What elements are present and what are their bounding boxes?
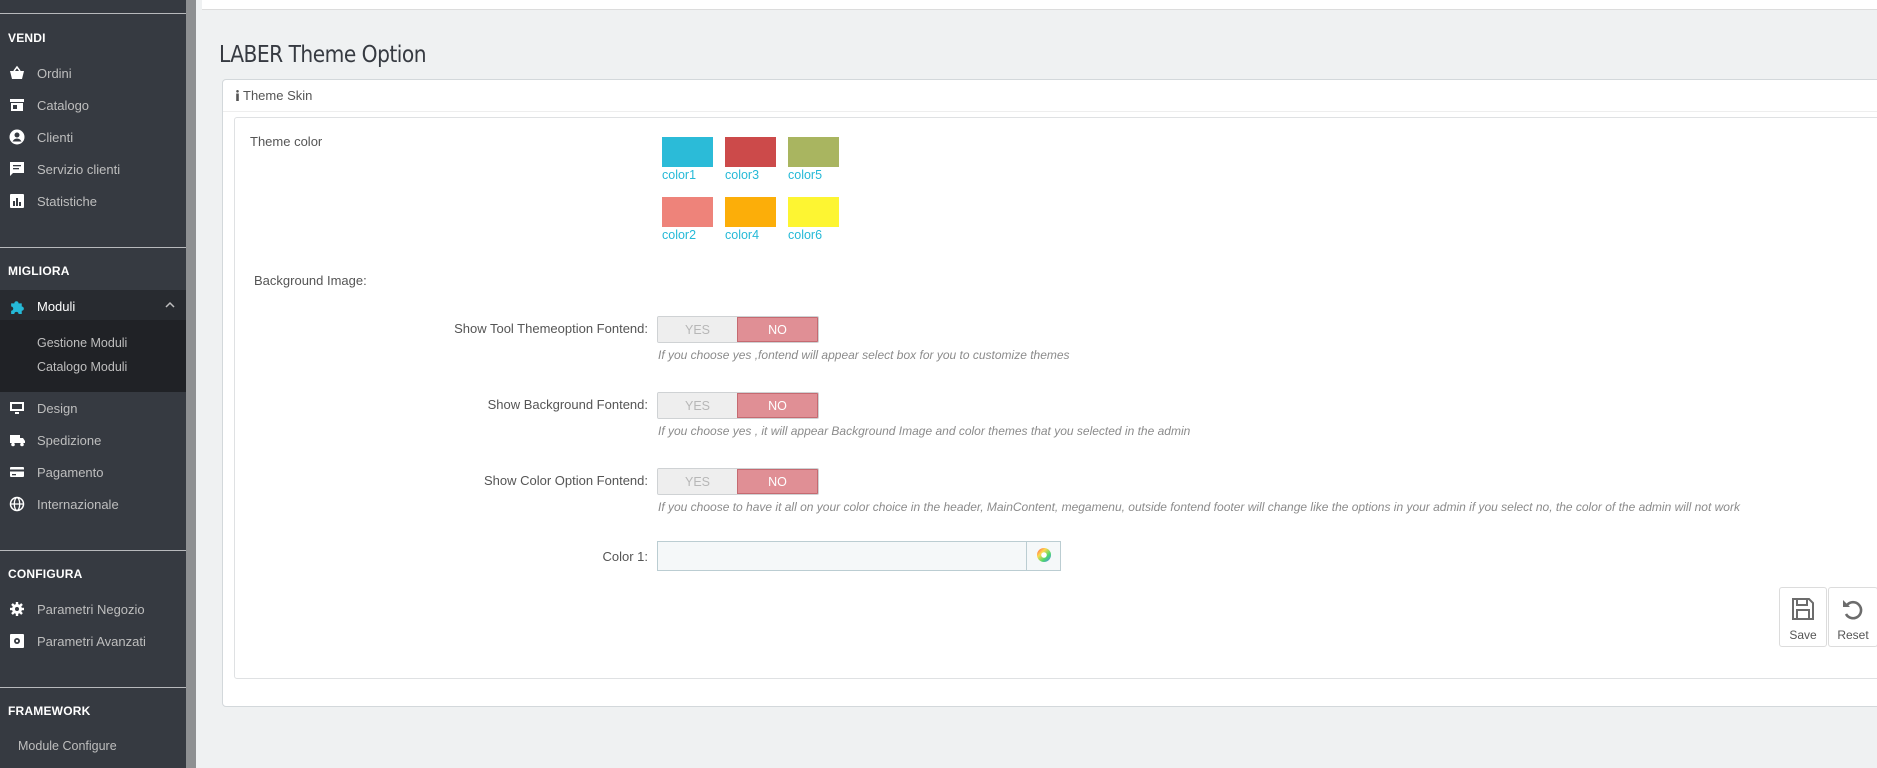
sidebar-item-label: Parametri Avanzati: [37, 633, 146, 649]
panel-heading-text: Theme Skin: [243, 88, 313, 103]
swatch-color6[interactable]: [788, 197, 839, 227]
sidebar-subitem-gestione-moduli[interactable]: Gestione Moduli: [37, 336, 128, 350]
switch-yes-option[interactable]: YES: [658, 393, 737, 418]
sidebar-divider: [0, 13, 186, 14]
card-icon: [8, 463, 26, 481]
show-background-switch[interactable]: YES NO: [657, 392, 819, 419]
moduli-submenu: Gestione Moduli Catalogo Moduli: [0, 320, 186, 392]
show-tool-themeoption-label: Show Tool Themeoption Fontend:: [454, 321, 648, 336]
sidebar-item-module-configure[interactable]: Module Configure: [18, 739, 117, 753]
undo-icon: [1840, 596, 1866, 625]
panel-heading-divider: [223, 111, 1877, 112]
panel-heading: Theme Skin: [235, 88, 312, 104]
truck-icon: [8, 431, 26, 449]
sidebar-item-statistiche[interactable]: Statistiche: [0, 185, 186, 217]
swatch-label-color4[interactable]: color4: [725, 228, 760, 242]
sidebar-item-label: Servizio clienti: [37, 161, 121, 177]
sidebar-item-label: Pagamento: [37, 464, 104, 480]
switch-yes-option[interactable]: YES: [658, 317, 737, 342]
swatch-color4[interactable]: [725, 197, 776, 227]
swatch-color5[interactable]: [788, 137, 839, 167]
monitor-icon: [8, 399, 26, 417]
color1-input[interactable]: [657, 541, 1026, 571]
switch-no-option[interactable]: NO: [737, 469, 818, 494]
sidebar-item-design[interactable]: Design: [0, 392, 186, 424]
reset-button[interactable]: Reset: [1828, 587, 1877, 647]
sidebar-section-vendi: VENDI: [8, 31, 46, 45]
sidebar-item-label: Statistiche: [37, 193, 97, 209]
sidebar-item-parametri-negozio[interactable]: Parametri Negozio: [0, 593, 186, 625]
reset-button-label: Reset: [1837, 628, 1869, 642]
puzzle-icon: [8, 298, 26, 316]
sidebar-item-clienti[interactable]: Clienti: [0, 121, 186, 153]
switch-yes-option[interactable]: YES: [658, 469, 737, 494]
sidebar-item-spedizione[interactable]: Spedizione: [0, 424, 186, 456]
sidebar-divider: [0, 247, 186, 248]
sidebar-item-label: Internazionale: [37, 496, 119, 512]
show-color-option-switch[interactable]: YES NO: [657, 468, 819, 495]
switch-no-option[interactable]: NO: [737, 393, 818, 418]
sidebar-item-label: Catalogo: [37, 97, 90, 113]
show-color-option-label: Show Color Option Fontend:: [483, 473, 648, 488]
show-background-label: Show Background Fontend:: [487, 397, 648, 412]
show-color-option-help: If you choose to have it all on your col…: [658, 500, 1740, 514]
sidebar-divider: [0, 550, 186, 551]
sidebar-item-internazionale[interactable]: Internazionale: [0, 488, 186, 520]
sidebar-item-catalogo[interactable]: Catalogo: [0, 89, 186, 121]
sidebar-item-servizio-clienti[interactable]: Servizio clienti: [0, 153, 186, 185]
gear-icon: [8, 600, 26, 618]
save-button[interactable]: Save: [1779, 587, 1827, 647]
chevron-up-icon: [164, 299, 176, 314]
info-icon: [235, 89, 240, 104]
show-tool-themeoption-switch[interactable]: YES NO: [657, 316, 819, 343]
swatch-color2[interactable]: [662, 197, 713, 227]
swatch-label-color1[interactable]: color1: [662, 168, 697, 182]
sidebar-item-label: Spedizione: [37, 432, 102, 448]
page-title: LABER Theme Option: [219, 42, 427, 68]
color-wheel-icon: [1036, 547, 1052, 566]
globe-icon: [8, 495, 26, 513]
sidebar-section-migliora: MIGLIORA: [8, 264, 70, 278]
chat-icon: [8, 160, 26, 178]
save-button-label: Save: [1789, 628, 1817, 642]
swatch-label-color5[interactable]: color5: [788, 168, 823, 182]
swatch-color1[interactable]: [662, 137, 713, 167]
sidebar-item-pagamento[interactable]: Pagamento: [0, 456, 186, 488]
swatch-label-color2[interactable]: color2: [662, 228, 697, 242]
panel-body: [234, 117, 1877, 679]
color1-label: Color 1:: [602, 549, 648, 564]
user-circle-icon: [8, 128, 26, 146]
swatch-color3[interactable]: [725, 137, 776, 167]
sidebar-item-moduli[interactable]: Moduli: [0, 290, 186, 323]
show-background-help: If you choose yes , it will appear Backg…: [658, 424, 1191, 438]
sidebar-item-label: Moduli: [37, 299, 76, 314]
sidebar-scrollbar[interactable]: [186, 0, 196, 768]
swatch-label-color6[interactable]: color6: [788, 228, 823, 242]
sidebar-item-label: Clienti: [37, 129, 74, 145]
sidebar-item-ordini[interactable]: Ordini: [0, 57, 186, 89]
sidebar-item-label: Ordini: [37, 65, 72, 81]
sidebar-subitem-catalogo-moduli[interactable]: Catalogo Moduli: [37, 360, 128, 374]
stats-icon: [8, 192, 26, 210]
sidebar-item-label: Parametri Negozio: [37, 601, 145, 617]
sidebar-item-label: Design: [37, 400, 78, 416]
show-tool-themeoption-help: If you choose yes ,fontend will appear s…: [658, 348, 1070, 362]
color-picker-button[interactable]: [1026, 541, 1061, 571]
switch-no-option[interactable]: NO: [737, 317, 818, 342]
sidebar-section-configura: CONFIGURA: [8, 567, 83, 581]
sidebar-item-parametri-avanzati[interactable]: Parametri Avanzati: [0, 625, 186, 657]
background-image-label: Background Image:: [254, 273, 367, 288]
top-header-bar: [202, 0, 1877, 10]
basket-icon: [8, 64, 26, 82]
sidebar-divider: [0, 687, 186, 688]
settings-box-icon: [8, 632, 26, 650]
sidebar-section-framework: FRAMEWORK: [8, 704, 91, 718]
sidebar: VENDI Ordini Catalogo Clienti Servizio c…: [0, 0, 186, 768]
swatch-label-color3[interactable]: color3: [725, 168, 760, 182]
theme-color-label: Theme color: [250, 134, 323, 149]
store-icon: [8, 96, 26, 114]
save-icon: [1790, 596, 1816, 625]
